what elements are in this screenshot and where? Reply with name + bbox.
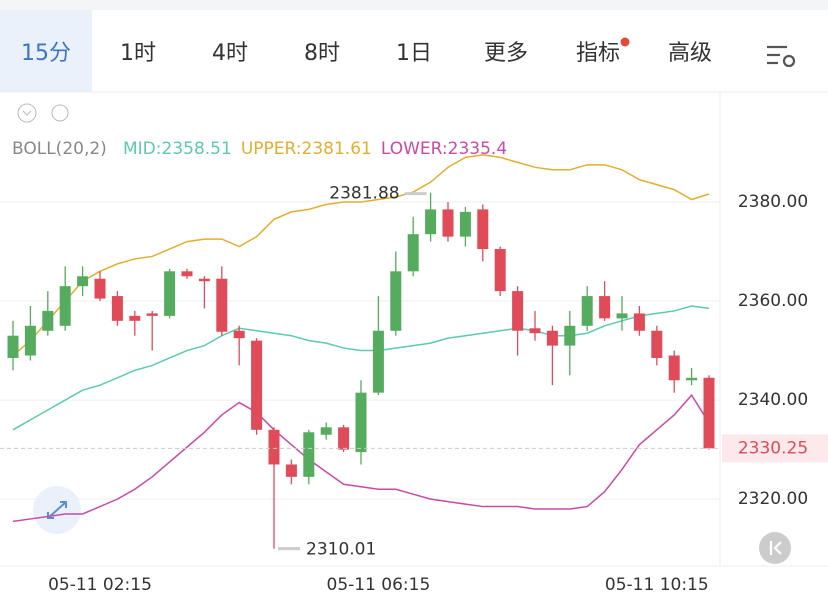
candle-body bbox=[59, 286, 71, 326]
timeframe-tab[interactable]: 指标 bbox=[575, 41, 620, 66]
y-tick-label: 2340.00 bbox=[738, 390, 808, 410]
candle-body bbox=[529, 328, 541, 334]
candle-body bbox=[494, 249, 506, 292]
candle-body bbox=[425, 209, 437, 235]
y-tick-label: 2380.00 bbox=[738, 192, 808, 212]
legend-name: MID: bbox=[123, 139, 162, 159]
candle-body bbox=[546, 330, 558, 346]
candle-body bbox=[651, 330, 663, 358]
candle-body bbox=[77, 276, 89, 287]
candle-body bbox=[703, 377, 715, 449]
last-price-box bbox=[722, 434, 828, 463]
settings-icon[interactable] bbox=[767, 45, 796, 68]
candle-body bbox=[442, 209, 454, 237]
candle-body bbox=[268, 429, 280, 465]
legend-value: 2381.61 bbox=[302, 139, 372, 159]
candle-body bbox=[459, 211, 471, 237]
last-price-label: 2330.25 bbox=[738, 438, 808, 458]
candle-body bbox=[303, 432, 315, 477]
candle-body bbox=[668, 355, 680, 381]
tab-bar: 15分 1时 4时 8时 1日 更多 指标 高级 bbox=[0, 10, 828, 92]
timeframe-tab[interactable]: 更多 bbox=[483, 41, 528, 66]
indicator-label: BOLL(20,2) bbox=[12, 139, 107, 159]
settings-small-icon[interactable] bbox=[51, 104, 69, 122]
candle-body bbox=[285, 464, 297, 477]
boll-values: MID:2358.51 UPPER:2381.61 LOWER:2335.4 bbox=[123, 139, 507, 159]
candle-body bbox=[320, 427, 332, 435]
legend-name: LOWER: bbox=[381, 139, 448, 159]
y-tick-label: 2320.00 bbox=[738, 489, 808, 509]
x-tick-label: 05-11 02:15 bbox=[48, 575, 152, 595]
candle-body bbox=[616, 313, 628, 319]
candle-body bbox=[111, 296, 123, 321]
boll-line bbox=[12, 305, 710, 431]
candle-body bbox=[251, 340, 263, 430]
candle-body bbox=[599, 296, 611, 319]
legend-value: 2358.51 bbox=[162, 139, 232, 159]
candle-body bbox=[42, 310, 54, 331]
x-tick-label: 05-11 10:15 bbox=[605, 575, 709, 595]
candle-body bbox=[686, 377, 698, 381]
timeframe-tab[interactable]: 8时 bbox=[304, 41, 340, 66]
timeframe-tab[interactable]: 1日 bbox=[396, 41, 432, 66]
y-tick-label: 2360.00 bbox=[738, 291, 808, 311]
x-tick-label: 05-11 06:15 bbox=[327, 575, 431, 595]
candle-body bbox=[477, 209, 489, 250]
candle-body bbox=[633, 313, 645, 331]
status-strip bbox=[0, 0, 828, 10]
candle-body bbox=[581, 296, 593, 326]
candle-body bbox=[355, 392, 367, 453]
legend-name: UPPER: bbox=[241, 139, 302, 159]
boll-line bbox=[12, 154, 710, 357]
candle-body bbox=[338, 427, 350, 450]
timeframe-tab[interactable]: 高级 bbox=[667, 41, 712, 66]
candle-body bbox=[233, 330, 245, 339]
timeframe-tab[interactable]: 15分 bbox=[0, 10, 92, 92]
scroll-end-icon bbox=[769, 541, 782, 555]
candle-body bbox=[146, 313, 158, 316]
candle-body bbox=[198, 278, 210, 282]
candle-body bbox=[407, 234, 419, 272]
collapse-icon-arrow bbox=[22, 110, 32, 116]
badge-dot bbox=[620, 37, 630, 47]
candle-body bbox=[372, 330, 384, 393]
candle-body bbox=[512, 291, 524, 331]
timeframe-tab[interactable]: 1时 bbox=[120, 41, 156, 66]
high-label: 2381.88 bbox=[329, 184, 399, 204]
candle-body bbox=[24, 325, 36, 356]
candle-body bbox=[164, 271, 176, 316]
candle-body bbox=[564, 325, 576, 346]
candle-body bbox=[129, 315, 141, 321]
candle-body bbox=[94, 278, 106, 299]
collapse-icon[interactable] bbox=[17, 103, 37, 123]
candle-body bbox=[216, 278, 228, 332]
candle-body bbox=[7, 335, 19, 358]
timeframe-tab[interactable]: 4时 bbox=[212, 41, 248, 66]
boll-line bbox=[12, 393, 710, 523]
candle-body bbox=[181, 271, 193, 277]
legend-value: 2335.4 bbox=[448, 139, 507, 159]
low-label: 2310.01 bbox=[306, 540, 376, 560]
candle-body bbox=[390, 271, 402, 331]
